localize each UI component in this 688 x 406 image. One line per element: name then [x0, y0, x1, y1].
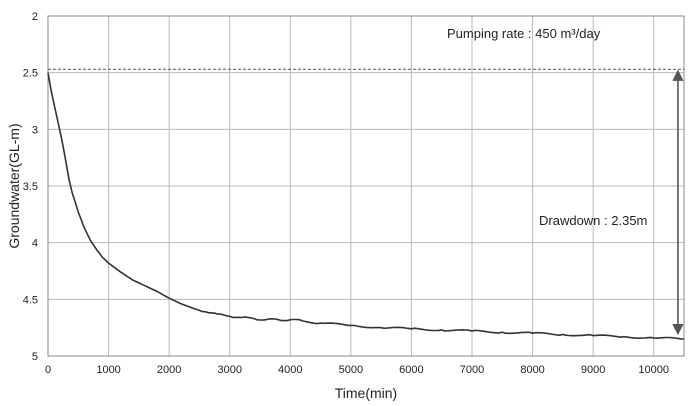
x-tick-label: 7000	[460, 364, 484, 376]
y-tick-label: 5	[32, 351, 38, 363]
y-tick-label: 2.5	[23, 68, 38, 80]
y-tick-label: 3	[32, 124, 38, 136]
drawdown-annotation: Drawdown : 2.35m	[539, 213, 647, 228]
x-tick-label: 1000	[96, 364, 120, 376]
x-tick-label: 10000	[638, 364, 669, 376]
x-tick-label: 6000	[399, 364, 423, 376]
x-tick-label: 4000	[278, 364, 302, 376]
y-tick-label: 4.5	[23, 294, 38, 306]
plot-area-border	[47, 15, 685, 357]
y-tick-label: 2	[32, 11, 38, 23]
grid-lines	[47, 15, 684, 357]
x-tick-label: 3000	[217, 364, 241, 376]
y-tick-label: 3.5	[23, 181, 38, 193]
x-tick-label: 9000	[581, 364, 605, 376]
y-axis-title: Groundwater(GL-m)	[6, 123, 22, 248]
y-tick-label: 4	[32, 238, 38, 250]
x-tick-label: 2000	[157, 364, 181, 376]
tick-labels: 0 1000 2000 3000 4000 5000 6000 7000 8000 9000 100…	[23, 11, 669, 376]
pumping-rate-annotation: Pumping rate : 450 m³/day	[447, 26, 601, 41]
x-axis-title: Time(min)	[335, 385, 397, 401]
x-tick-label: 8000	[520, 364, 544, 376]
x-tick-label: 5000	[339, 364, 363, 376]
x-tick-label: 0	[45, 364, 51, 376]
groundwater-level-line	[47, 72, 685, 340]
